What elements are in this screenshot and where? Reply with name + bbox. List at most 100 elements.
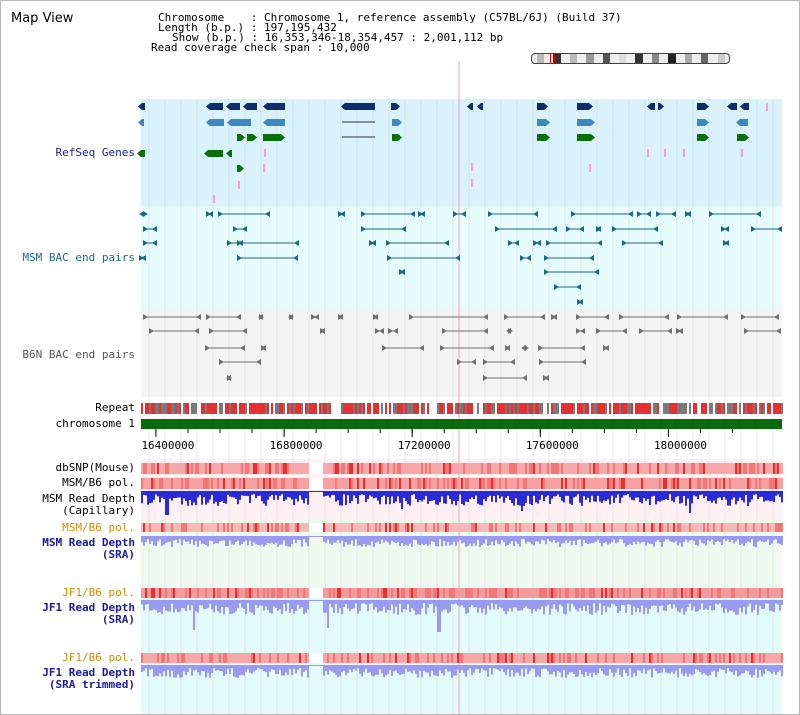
depth-bar [181,600,183,609]
gene-feature [206,119,224,126]
repeat-segment [261,403,263,414]
bac-end-marker [483,314,488,320]
depth-bar [411,491,413,496]
gene-feature [736,119,748,126]
depth-bar [539,491,541,500]
depth-bar [149,491,151,504]
heat-cell [505,588,507,598]
depth-bar [665,600,667,611]
heat-cell [341,478,343,489]
depth-bar [407,536,409,546]
heat-cell [623,653,625,663]
depth-bar [217,491,219,506]
heat-cell [281,463,283,474]
depth-bar [697,665,699,671]
track-label-msm-b6-pol-2: MSM/B6 pol. [62,521,135,534]
heat-cell [559,478,561,489]
heat-cell [589,653,591,663]
depth-bar [621,600,623,605]
heat-cell [683,653,685,663]
repeat-segment [749,403,751,414]
repeat-segment [487,403,489,414]
track-label-msm-bac-end-pairs[interactable]: MSM BAC end pairs [22,251,135,264]
heat-cell [335,523,337,532]
depth-bar [253,600,255,615]
depth-bar [645,600,647,608]
heat-cell [275,523,277,532]
heat-cell [157,653,159,663]
heat-cell [497,523,499,532]
bac-end-marker [261,345,266,351]
heat-cell [415,523,417,532]
bac-end-marker [721,226,726,232]
depth-bar [253,665,255,672]
heat-cell [613,463,615,474]
heat-cell [339,588,341,598]
heat-cell [163,463,165,474]
depth-bar [165,665,167,677]
heat-cell [405,653,407,663]
heat-cell [577,463,579,474]
heat-cell [475,523,477,532]
heat-cell [733,653,735,663]
heat-cell [179,478,181,489]
track-label-b6n-bac-end-pairs[interactable]: B6N BAC end pairs [22,348,135,361]
depth-bar [721,536,723,546]
heat-cell [239,523,241,532]
depth-bar [247,491,249,497]
heat-cell [459,463,461,474]
heat-cell [391,478,393,489]
gene-feature-small [238,181,240,189]
depth-bar [623,491,625,496]
chromosome-ideogram[interactable] [531,53,730,64]
heat-cell [773,463,775,474]
heat-cell [247,478,249,489]
depth-bar [509,665,511,677]
depth-bar [387,536,389,543]
heat-cell [507,653,509,663]
repeat-segment [469,403,471,414]
repeat-segment [549,403,551,414]
track-label-refseq-genes[interactable]: RefSeq Genes [55,146,135,159]
heat-cell [195,478,197,489]
depth-bar [769,600,771,611]
heat-cell [667,463,669,474]
bac-end-marker [612,226,617,232]
heat-cell [461,463,463,474]
heat-cell [435,653,437,663]
repeat-segment [497,403,499,414]
heat-cell [171,478,173,489]
depth-bar [687,600,689,608]
depth-bar [247,600,249,604]
ideogram-band [635,54,643,63]
heat-cell [141,653,143,663]
repeat-segment [511,403,513,414]
heat-cell [567,588,569,598]
repeat-segment [641,403,643,414]
heat-cell [453,463,455,474]
refseq-track-bg [141,99,782,206]
depth-bar [631,665,633,678]
depth-bar [431,536,433,542]
heat-cell [451,523,453,532]
heat-cell [437,653,439,663]
depth-bar [301,600,303,608]
coverage-key: Read coverage check span [151,41,310,54]
heat-cell [283,463,285,474]
heat-cell [719,588,721,598]
heat-cell [687,478,689,489]
ideogram-position-marker[interactable] [549,54,555,63]
heat-cell [141,588,143,598]
heat-cell [669,478,671,489]
depth-bar [723,536,725,540]
heat-cell [273,588,275,598]
heat-cell [431,523,433,532]
heat-cell [429,588,431,598]
repeat-segment [377,403,379,414]
repeat-segment [455,403,457,414]
depth-bar [287,600,289,604]
heat-cell [513,523,515,532]
repeat-segment [707,403,709,414]
depth-bar [459,536,461,541]
